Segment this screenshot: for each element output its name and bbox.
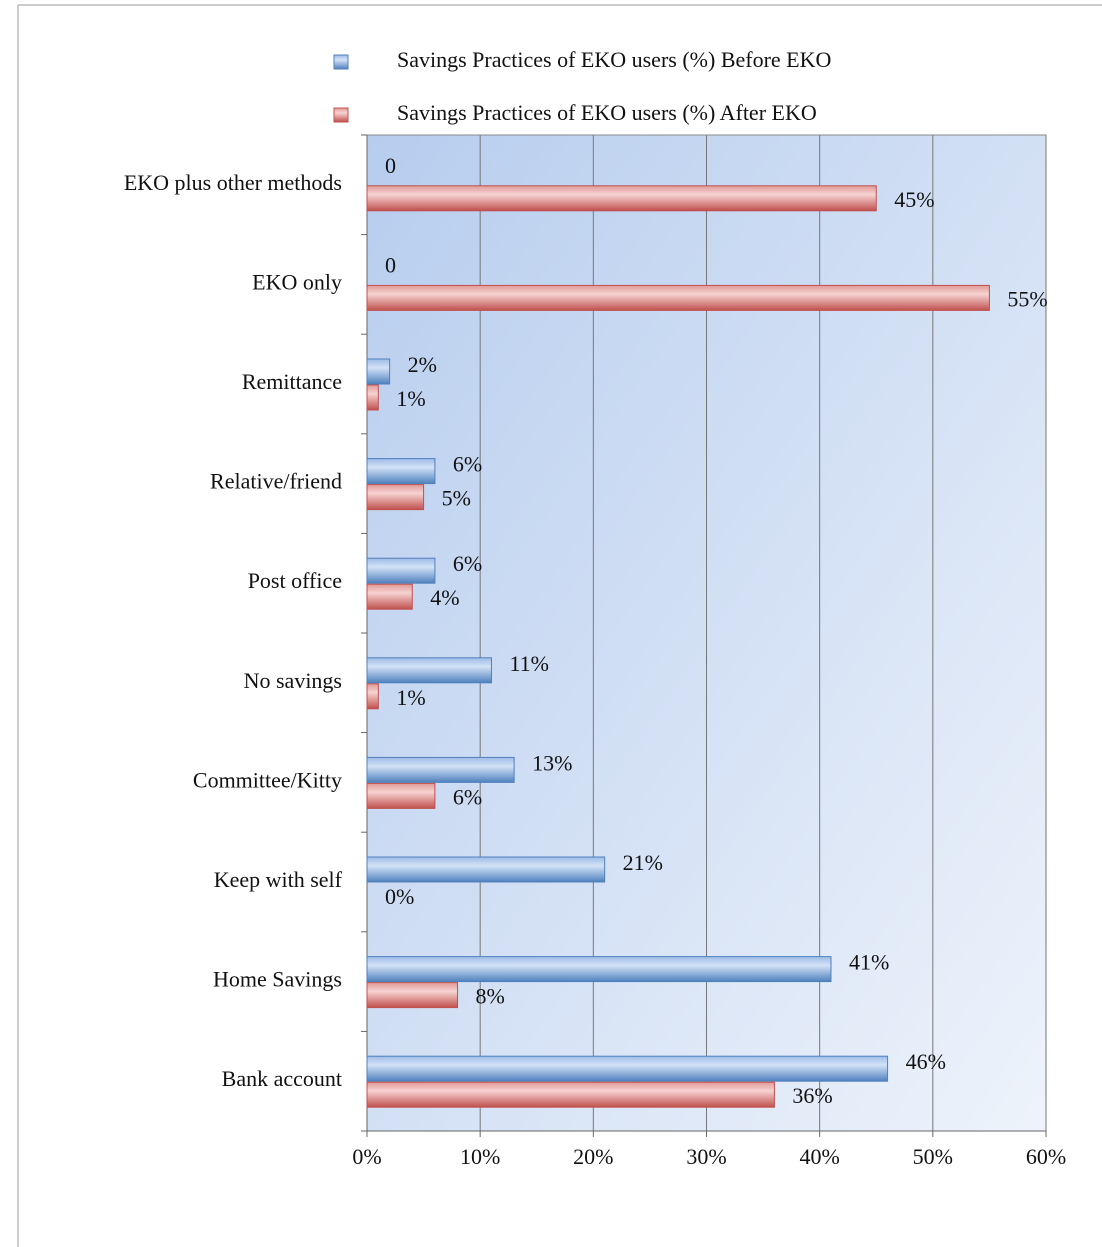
bar (366, 683, 379, 710)
value-label: 55% (1007, 286, 1047, 311)
value-label: 1% (396, 386, 425, 411)
value-label: 2% (408, 352, 437, 377)
y-tick-label: Keep with self (214, 867, 343, 892)
value-label: 0% (385, 884, 414, 909)
bar (366, 384, 379, 411)
legend-label: Savings Practices of EKO users (%) After… (397, 100, 817, 125)
x-tick-label: 30% (686, 1144, 726, 1169)
value-label: 46% (906, 1049, 946, 1074)
value-label: 6% (453, 452, 482, 477)
y-tick-label: No savings (244, 668, 342, 693)
bar (366, 782, 436, 809)
legend-swatch (333, 107, 349, 123)
value-label: 1% (396, 685, 425, 710)
y-tick-label: Remittance (242, 369, 342, 394)
x-tick-label: 20% (573, 1144, 613, 1169)
bar (366, 756, 515, 783)
value-label: 8% (476, 984, 505, 1009)
x-tick-label: 10% (460, 1144, 500, 1169)
y-tick-label: EKO only (252, 269, 342, 294)
value-label: 6% (453, 551, 482, 576)
bar (366, 557, 436, 584)
value-label: 36% (792, 1083, 832, 1108)
value-label: 4% (430, 585, 459, 610)
x-tick-label: 0% (352, 1144, 381, 1169)
y-tick-label: Relative/friend (210, 469, 342, 494)
y-tick-label: EKO plus other methods (124, 170, 342, 195)
bar (366, 1055, 889, 1082)
bar (366, 458, 436, 485)
y-tick-label: Home Savings (213, 967, 342, 992)
bar (366, 358, 391, 385)
value-label: 13% (532, 750, 572, 775)
bar (366, 657, 492, 684)
value-label: 21% (623, 850, 663, 875)
x-tick-label: 60% (1026, 1144, 1066, 1169)
value-label: 41% (849, 950, 889, 975)
bar (366, 484, 425, 511)
value-label: 0 (385, 252, 396, 277)
value-label: 0 (385, 153, 396, 178)
value-label: 45% (894, 187, 934, 212)
bar (366, 1081, 775, 1108)
bar (366, 856, 606, 883)
x-tick-label: 40% (800, 1144, 840, 1169)
bar (366, 982, 459, 1009)
y-tick-label: Committee/Kitty (193, 767, 342, 792)
value-label: 5% (442, 486, 471, 511)
bar (366, 956, 832, 983)
value-label: 6% (453, 784, 482, 809)
bar (366, 583, 413, 610)
value-label: 11% (509, 651, 549, 676)
legend-swatch (333, 54, 349, 70)
bar (366, 284, 990, 311)
bar (366, 185, 877, 212)
x-tick-label: 50% (913, 1144, 953, 1169)
legend-label: Savings Practices of EKO users (%) Befor… (397, 47, 831, 72)
y-tick-label: Post office (248, 568, 342, 593)
y-tick-label: Bank account (222, 1066, 342, 1091)
